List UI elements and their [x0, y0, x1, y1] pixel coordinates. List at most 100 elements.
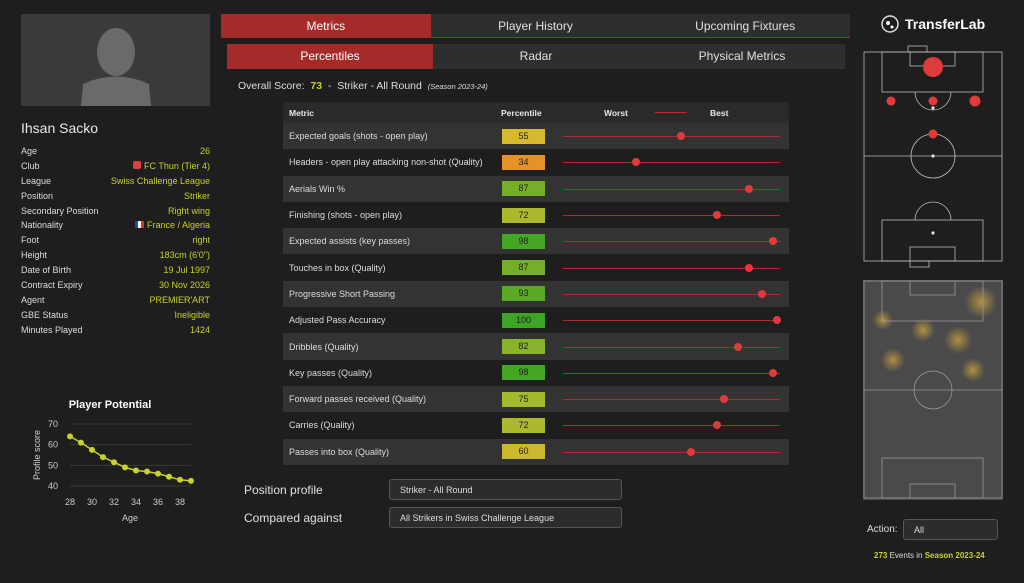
potential-point	[166, 473, 172, 480]
header-percentile: Percentile	[501, 107, 542, 118]
position-profile-select[interactable]: Striker - All Round	[389, 479, 622, 500]
table-row: Passes into box (Quality) 60	[283, 438, 789, 465]
subtab-percentiles[interactable]: Percentiles	[227, 44, 433, 69]
table-row: Progressive Short Passing 93	[283, 280, 789, 308]
legend-line	[655, 112, 687, 113]
y-tick-label: 40	[48, 481, 58, 491]
position-dot	[928, 129, 938, 139]
position-pitch	[863, 45, 1003, 269]
percentile-badge: 87	[502, 260, 545, 276]
percentile-track	[563, 267, 780, 269]
action-select[interactable]: All	[903, 519, 998, 540]
info-value: FC Thun (Tier 4)	[143, 160, 210, 171]
percentile-badge: 72	[502, 417, 545, 433]
info-value: Ineligible	[174, 309, 210, 320]
potential-point	[177, 476, 183, 483]
info-value: 30 Nov 2026	[158, 280, 210, 291]
player-name: Ihsan Sacko	[21, 120, 99, 136]
info-label: Secondary Position	[21, 205, 99, 216]
x-tick-label: 32	[109, 497, 119, 507]
percentile-dot	[676, 132, 685, 141]
info-label: Agent	[21, 294, 45, 305]
tab-upcoming-fixtures[interactable]: Upcoming Fixtures	[640, 14, 851, 37]
percentile-badge: 82	[502, 339, 545, 355]
subtab-physical-metrics[interactable]: Physical Metrics	[639, 44, 845, 69]
metric-name: Adjusted Pass Accuracy	[289, 315, 386, 326]
x-tick-label: 38	[175, 497, 185, 507]
potential-point	[100, 454, 106, 461]
info-value: right	[192, 235, 210, 246]
info-row: Agent PREMIER'ART	[21, 293, 210, 308]
percentile-badge: 93	[502, 286, 545, 302]
metric-name: Expected assists (key passes)	[289, 236, 411, 247]
sub-tabs: Percentiles Radar Physical Metrics	[227, 44, 845, 69]
info-row: Contract Expiry 30 Nov 2026	[21, 278, 210, 293]
x-tick-label: 28	[65, 497, 75, 507]
potential-line	[69, 435, 192, 482]
main-tabs: Metrics Player History Upcoming Fixtures	[221, 14, 851, 38]
score-profile: Striker - All Round	[337, 80, 422, 92]
potential-point	[89, 446, 95, 453]
info-row: GBE Status Ineligible	[21, 308, 210, 323]
info-label: Position	[21, 190, 54, 201]
info-value: 19 Jul 1997	[163, 265, 210, 276]
info-row: Age 26	[21, 144, 210, 159]
info-label: Contract Expiry	[21, 280, 83, 291]
metrics-table: Metric Percentile Worst Best Expected go…	[283, 102, 789, 465]
metric-name: Forward passes received (Quality)	[289, 394, 427, 405]
compared-against-label: Compared against	[244, 511, 343, 525]
info-row: Height 183cm (6'0")	[21, 248, 210, 263]
x-tick-label: 30	[87, 497, 97, 507]
compared-against-select[interactable]: All Strikers in Swiss Challenge League	[389, 507, 622, 528]
transferlab-logo: TransferLab	[880, 14, 985, 34]
percentile-badge: 87	[502, 181, 545, 197]
header-metric: Metric	[289, 107, 315, 118]
action-label: Action:	[867, 524, 898, 535]
logo-icon	[881, 15, 899, 33]
percentile-dot	[773, 316, 781, 325]
flag-france-icon	[134, 221, 144, 229]
logo-text: TransferLab	[905, 16, 986, 32]
x-tick-label: 34	[131, 497, 141, 507]
table-row: Headers - open play attacking non-shot (…	[283, 149, 789, 175]
percentile-badge: 75	[502, 391, 545, 407]
potential-point	[78, 439, 84, 446]
player-info: Age 26 Club FC Thun (Tier 4) League Swiss Cha…	[21, 144, 210, 338]
position-dot	[928, 96, 938, 106]
info-row: Club FC Thun (Tier 4)	[21, 159, 210, 174]
subtab-radar[interactable]: Radar	[433, 44, 639, 69]
info-label: Minutes Played	[21, 324, 83, 335]
events-count: 273	[874, 551, 888, 560]
percentile-track	[563, 215, 780, 217]
table-row: Touches in box (Quality) 87	[283, 254, 789, 280]
percentile-dot	[713, 421, 722, 430]
metric-name: Aerials Win %	[289, 183, 346, 194]
info-row: Foot right	[21, 233, 210, 248]
tab-player-history[interactable]: Player History	[430, 14, 641, 37]
table-row: Finishing (shots - open play) 72	[283, 202, 789, 228]
y-tick-label: 60	[48, 440, 58, 450]
x-axis-label: Age	[122, 513, 138, 523]
percentile-badge: 55	[502, 128, 545, 144]
percentile-dot	[745, 263, 754, 272]
percentile-dot	[719, 395, 728, 404]
table-row: Key passes (Quality) 98	[283, 360, 789, 386]
info-row: Position Striker	[21, 189, 210, 204]
info-value: Swiss Challenge League	[110, 175, 210, 186]
percentile-track	[563, 293, 780, 295]
events-text: Events in	[887, 551, 925, 560]
percentile-badge: 60	[502, 444, 545, 460]
player-photo	[21, 14, 210, 106]
percentile-dot	[687, 447, 696, 456]
table-row: Adjusted Pass Accuracy 100	[283, 307, 789, 333]
tab-metrics[interactable]: Metrics	[221, 14, 431, 37]
position-dot	[969, 95, 981, 107]
header-worst: Worst	[604, 107, 628, 118]
percentile-track	[563, 399, 780, 401]
table-row: Aerials Win % 87	[283, 175, 789, 202]
percentile-track	[563, 162, 780, 164]
table-row: Dribbles (Quality) 82	[283, 333, 789, 360]
table-row: Forward passes received (Quality) 75	[283, 385, 789, 413]
percentile-badge: 98	[502, 233, 545, 249]
percentile-badge: 34	[502, 154, 545, 170]
